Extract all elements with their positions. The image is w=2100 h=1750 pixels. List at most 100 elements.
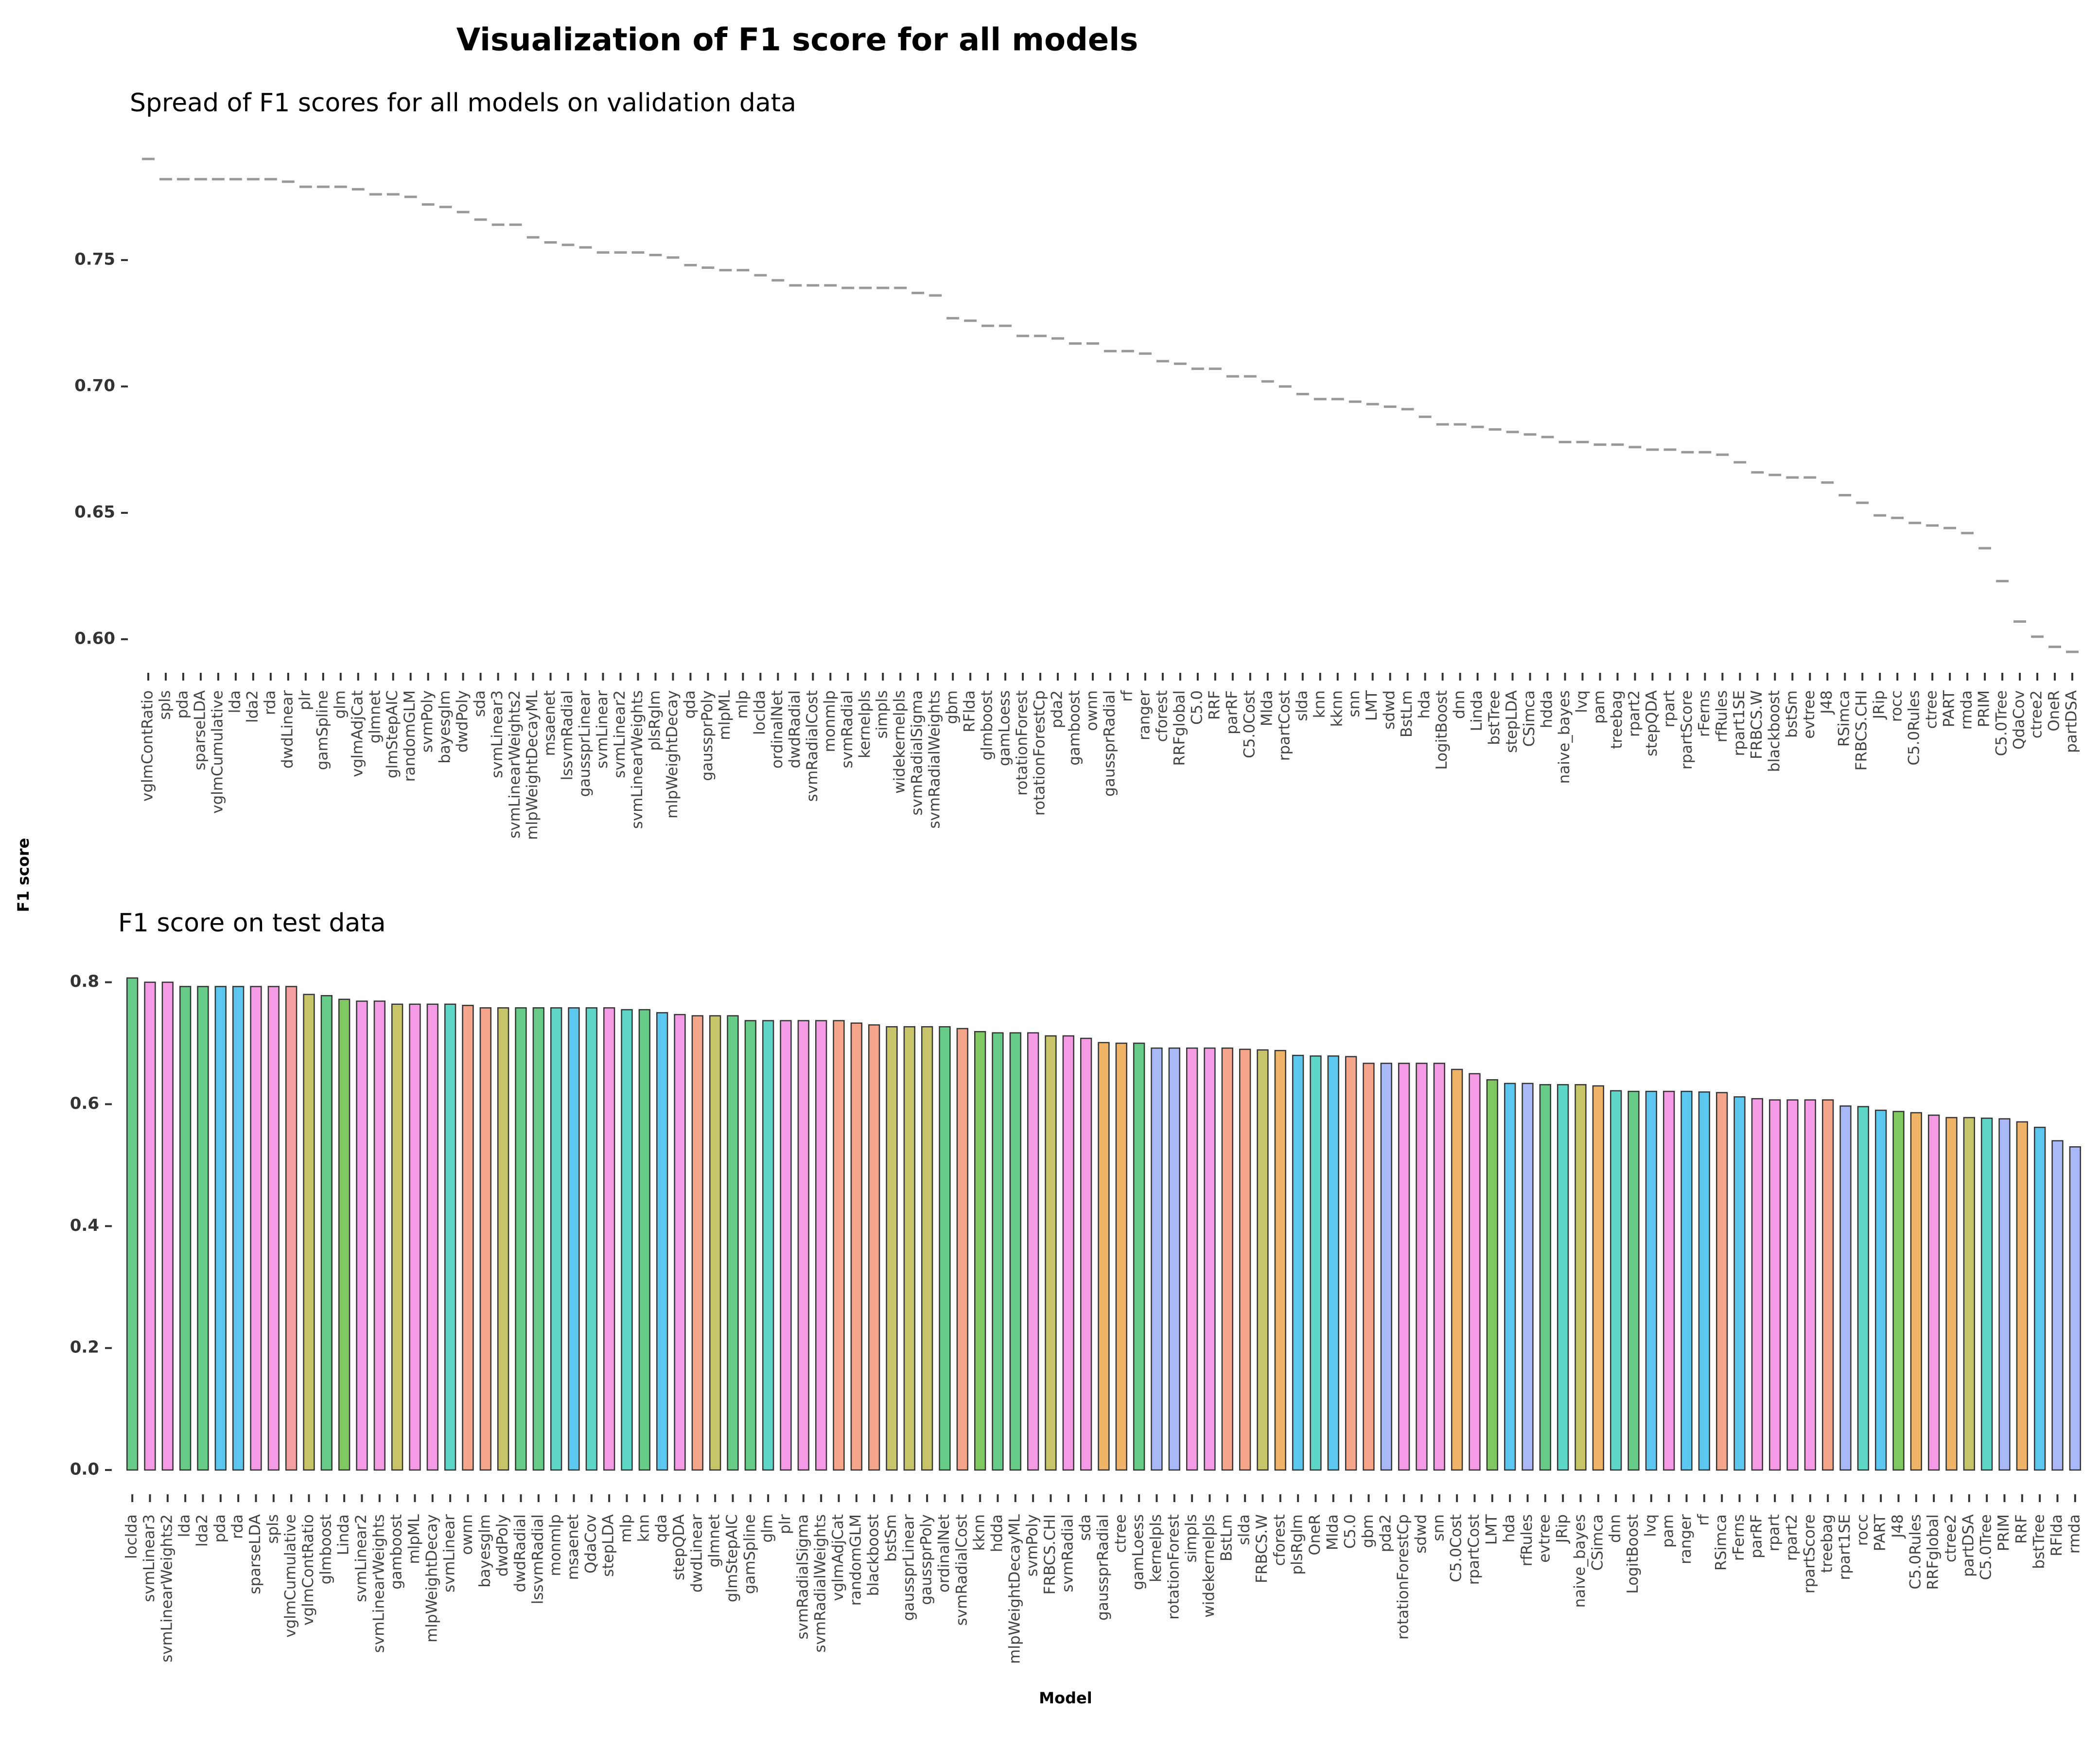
bar [674, 1014, 686, 1471]
bar [1221, 1047, 1233, 1471]
bar [444, 1003, 456, 1471]
chart-title: F1 score on test data [118, 909, 386, 938]
x-tick-label: gamboost [388, 1514, 405, 1590]
x-tick-label: svmLinear [441, 1514, 458, 1592]
x-tick-label: RRF [1206, 690, 1223, 720]
x-tick-label: LMT [1483, 1514, 1500, 1545]
bar [1469, 1073, 1481, 1471]
x-tick-label: bayesglm [436, 690, 454, 764]
x-tick-label: rpart2 [1783, 1514, 1801, 1561]
bar [1327, 1055, 1339, 1471]
x-tick-label: rocc [1888, 690, 1906, 722]
x-tick-label: ordinalNet [935, 1514, 953, 1592]
bar [1045, 1035, 1057, 1471]
x-tick-label: kernelpls [1147, 1514, 1165, 1582]
x-tick-label: Linda [1468, 690, 1486, 731]
bar [1062, 1035, 1074, 1471]
x-tick-label: CSimca [1521, 690, 1538, 747]
bar [1945, 1117, 1958, 1471]
x-tick-label: gbm [944, 690, 961, 724]
x-tick-label: ctree2 [2028, 690, 2046, 738]
bar [1804, 1099, 1816, 1471]
bar [1151, 1047, 1163, 1471]
bar [1822, 1099, 1834, 1471]
x-tick-label: ranger [1136, 690, 1153, 740]
x-tick-label: Linda [335, 1514, 352, 1555]
bar [992, 1032, 1004, 1471]
bar [320, 995, 332, 1471]
bar [1963, 1117, 1975, 1471]
bar [1098, 1042, 1110, 1471]
bar [1875, 1109, 1887, 1471]
x-tick-label: rpart1SE [1836, 1514, 1854, 1580]
x-tick-label: gamLoess [1130, 1514, 1147, 1590]
x-tick-label: lssvmRadial [529, 1514, 546, 1604]
x-tick-label: dwdPoly [494, 1514, 511, 1576]
bar [1292, 1054, 1304, 1471]
bar [1416, 1063, 1428, 1471]
x-tick-label: rFerns [1730, 1514, 1748, 1561]
x-tick-label: ctree [1923, 690, 1941, 729]
bar [409, 1003, 421, 1471]
bar [709, 1015, 721, 1471]
x-tick-label: vglmContRatio [139, 690, 156, 802]
x-tick-label: stepLDA [1503, 690, 1521, 753]
bar [1592, 1085, 1604, 1471]
x-tick-label: pam [1591, 690, 1608, 724]
x-tick-label: pda2 [1377, 1514, 1394, 1552]
x-tick-label: gamSpline [314, 690, 331, 770]
x-tick-label: widekernelpls [891, 690, 909, 794]
x-tick-label: mlpWeightDecay [664, 690, 681, 819]
x-tick-label: glmboost [317, 1514, 334, 1584]
x-tick-label: svmRadialCost [804, 690, 821, 802]
bar [638, 1009, 650, 1471]
bar [232, 986, 245, 1471]
bar [762, 1020, 774, 1471]
bar [1557, 1084, 1569, 1471]
x-tick-label: lda2 [193, 1514, 211, 1547]
x-tick-label: svmLinearWeights [629, 690, 646, 829]
bar [1610, 1090, 1622, 1471]
x-tick-label: spls [264, 1514, 281, 1544]
x-tick-label: slda [1293, 690, 1311, 721]
x-tick-label: RFlda [2048, 1514, 2065, 1557]
x-tick-label: blackboost [1766, 690, 1783, 772]
bar [833, 1020, 845, 1471]
x-tick-label: plr [776, 1514, 794, 1534]
x-tick-label: bstTree [1486, 690, 1503, 745]
bar [250, 986, 262, 1471]
x-tick-label: qda [681, 690, 699, 718]
x-tick-label: ctree2 [1942, 1514, 1960, 1562]
x-tick-label: bstSm [882, 1514, 900, 1562]
x-tick-label: svmRadial [839, 690, 856, 768]
x-tick-label: gbm [1359, 1514, 1377, 1548]
x-tick-label: stepQDA [670, 1514, 688, 1580]
bar [1310, 1055, 1322, 1471]
x-tick-label: LMT [1363, 690, 1381, 721]
x-tick-label: bayesglm [476, 1514, 493, 1588]
x-tick-label: dwdPoly [454, 690, 471, 752]
x-tick-label: svmRadial [1059, 1514, 1076, 1592]
bar [744, 1020, 756, 1471]
x-tick-label: rfRules [1518, 1514, 1536, 1566]
bar [1239, 1049, 1251, 1471]
bar [197, 986, 209, 1471]
x-tick-label: simpls [874, 690, 891, 738]
x-tick-label: C5.0Tree [1993, 690, 2011, 756]
x-tick-label: hdda [1538, 690, 1556, 728]
x-tick-label: plr [296, 690, 314, 710]
x-tick-label: slda [1236, 1514, 1253, 1545]
x-tick-label: monmlp [821, 690, 839, 752]
x-tick-label: gamSpline [741, 1514, 758, 1594]
bar [921, 1026, 933, 1471]
x-tick-label: stepLDA [600, 1514, 617, 1577]
x-tick-label: knn [635, 1514, 652, 1542]
x-tick-label: RSimca [1713, 1514, 1730, 1571]
bar [144, 981, 156, 1471]
bar [585, 1007, 597, 1471]
x-tick-label: randomGLM [401, 690, 419, 782]
x-tick-label: rFerns [1696, 690, 1713, 737]
x-tick-label: partDSA [2063, 690, 2081, 753]
x-tick-label: msaenet [564, 1514, 582, 1580]
x-tick-label: ownn [1084, 690, 1101, 731]
